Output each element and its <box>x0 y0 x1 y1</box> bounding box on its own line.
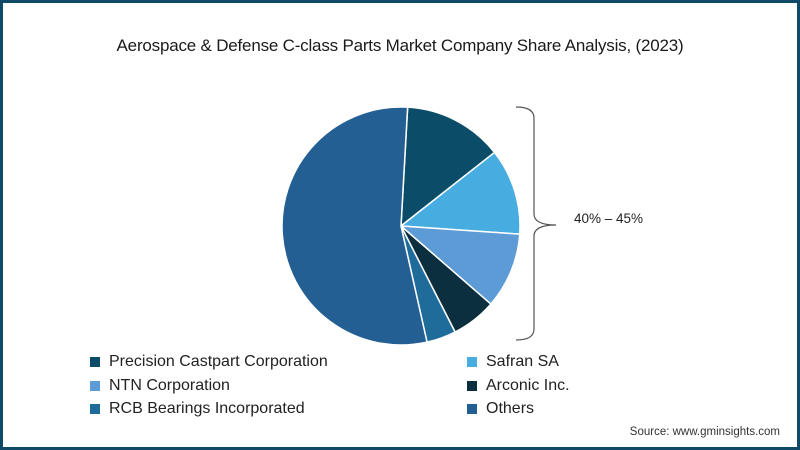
legend-label: Precision Castpart Corporation <box>109 353 328 370</box>
legend-label: NTN Corporation <box>109 377 230 394</box>
legend-swatch <box>467 357 477 367</box>
legend-item-ntn[interactable]: NTN Corporation <box>90 377 230 395</box>
legend-label: Others <box>486 400 535 417</box>
pie-slice-ntn-corporation[interactable] <box>400 225 521 305</box>
legend-swatch <box>90 381 100 391</box>
pie-slice-others[interactable] <box>281 106 428 346</box>
pie-slice-safran-sa[interactable] <box>400 151 521 235</box>
legend-swatch <box>90 357 100 367</box>
legend-label: Arconic Inc. <box>486 377 570 394</box>
pie-slice-precision-castpart-corporation[interactable] <box>400 106 496 227</box>
legend-item-arconic[interactable]: Arconic Inc. <box>467 377 570 395</box>
legend-label: RCB Bearings Incorporated <box>109 400 305 417</box>
legend-label: Safran SA <box>486 353 559 370</box>
legend-item-others[interactable]: Others <box>467 400 534 418</box>
pie-slices <box>281 106 521 346</box>
chart-title: Aerospace & Defense C-class Parts Market… <box>116 36 684 55</box>
source-note: Source: www.gminsights.com <box>629 426 780 438</box>
legend-item-precision-castpart[interactable]: Precision Castpart Corporation <box>90 353 328 371</box>
legend-swatch <box>467 381 477 391</box>
legend-item-safran[interactable]: Safran SA <box>467 353 559 371</box>
legend-item-rcb-bearings[interactable]: RCB Bearings Incorporated <box>90 400 305 418</box>
share-range-annotation: 40% – 45% <box>574 211 644 226</box>
legend-swatch <box>467 404 477 414</box>
legend-swatch <box>90 404 100 414</box>
bracket <box>515 106 557 341</box>
